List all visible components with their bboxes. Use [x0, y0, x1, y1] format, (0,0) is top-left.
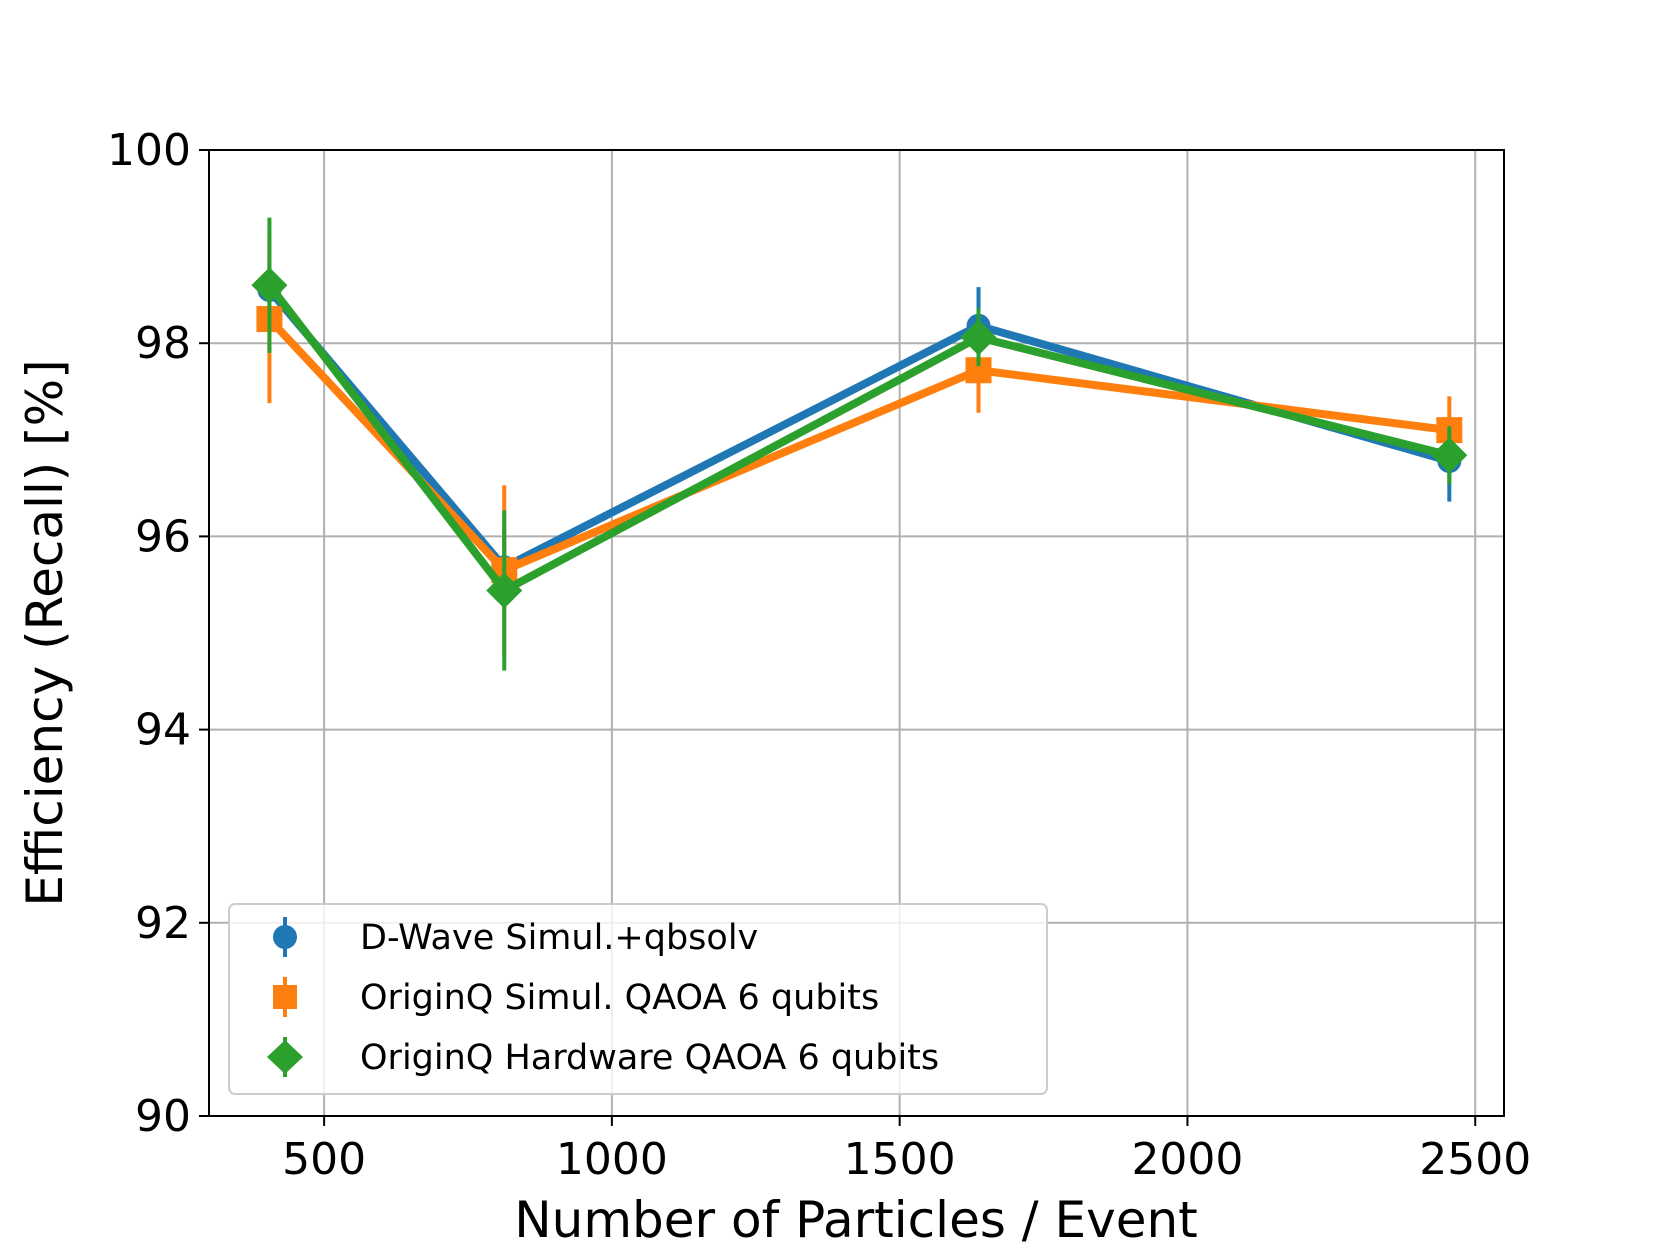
legend-frame	[228, 903, 1048, 1095]
legend-label-originq-simul: OriginQ Simul. QAOA 6 qubits	[360, 978, 879, 1018]
legend-marker-dwave	[273, 925, 297, 949]
x-tick-label: 2500	[1419, 1134, 1531, 1185]
y-tick-label: 94	[135, 705, 191, 756]
y-tick-label: 90	[135, 1091, 191, 1142]
y-tick-label: 96	[135, 511, 191, 562]
legend: D-Wave Simul.+qbsolv OriginQ Simul. QAOA…	[228, 903, 1048, 1095]
legend-entry-originq-hardware: OriginQ Hardware QAOA 6 qubits	[267, 1037, 939, 1078]
legend-label-originq-hardware: OriginQ Hardware QAOA 6 qubits	[360, 1038, 939, 1078]
data-point-originq-hardware	[251, 267, 288, 304]
x-tick-label: 1500	[844, 1134, 956, 1185]
plot-frame	[208, 149, 1505, 1117]
legend-label-dwave: D-Wave Simul.+qbsolv	[360, 918, 758, 958]
x-tick-label: 500	[282, 1134, 366, 1185]
series-line-originq-hardware	[266, 282, 1451, 595]
legend-entry-dwave: D-Wave Simul.+qbsolv	[273, 917, 758, 958]
x-tick-label: 1000	[556, 1134, 668, 1185]
axis-ticks: 500 1000 1500 2000 2500 90 92 94 96 98 100	[107, 125, 1531, 1185]
y-tick-label: 92	[135, 898, 191, 949]
series-originq-hardware	[251, 217, 1468, 671]
data-point-originq-hardware	[960, 319, 997, 356]
x-tick-label: 2000	[1131, 1134, 1243, 1185]
y-tick-label: 100	[107, 125, 191, 176]
data-point-originq-hardware	[1431, 437, 1468, 474]
data-point-originq-hardware	[486, 572, 523, 609]
legend-entry-originq-simul: OriginQ Simul. QAOA 6 qubits	[273, 977, 879, 1018]
y-axis-label: Efficiency (Recall) [%]	[16, 359, 74, 906]
legend-marker-originq-simul	[273, 985, 297, 1009]
series-layer	[251, 217, 1468, 671]
x-axis-label: Number of Particles / Event	[514, 1191, 1198, 1246]
y-tick-label: 98	[135, 318, 191, 369]
legend-marker-originq-hardware	[267, 1040, 303, 1074]
